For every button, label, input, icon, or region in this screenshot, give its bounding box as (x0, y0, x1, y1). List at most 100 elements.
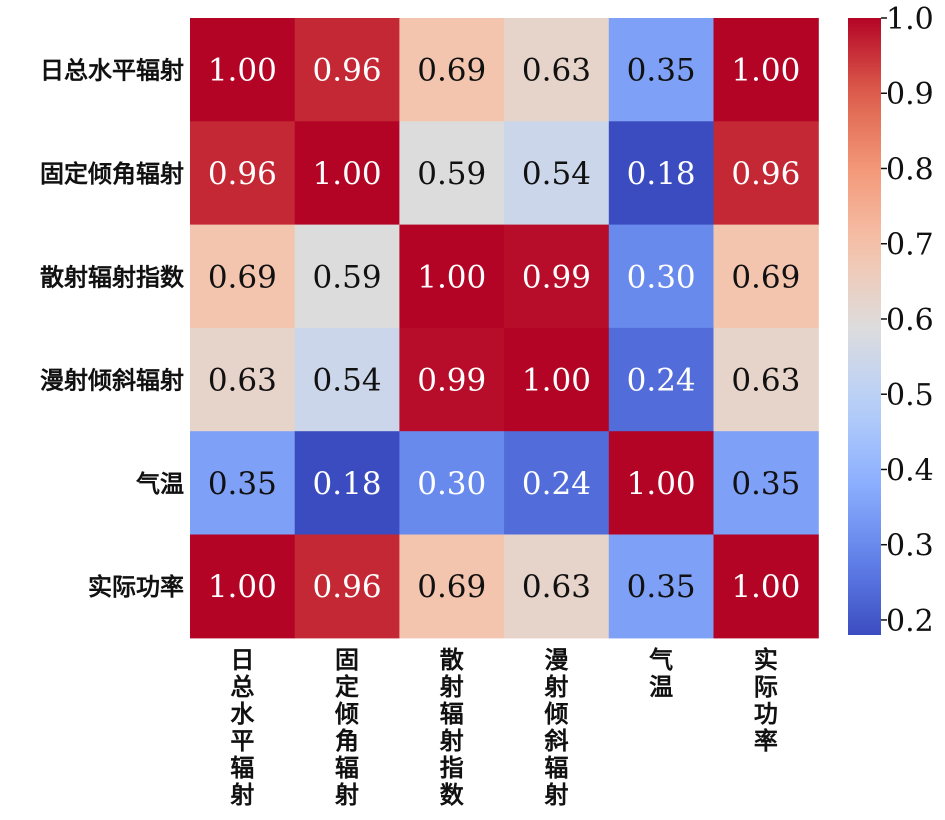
heatmap-cell-value: 0.63 (522, 53, 591, 89)
heatmap-cell-value: 0.35 (627, 569, 696, 605)
heatmap-cell-value: 0.24 (627, 363, 696, 399)
heatmap-cell (399, 121, 505, 226)
heatmap-cell-value: 0.63 (731, 363, 800, 399)
heatmap-cell-value: 0.24 (522, 466, 591, 502)
heatmap-cell (713, 121, 819, 226)
heatmap-cell-value: 0.18 (627, 156, 696, 192)
colorbar: 0.2 0.3 0.4 0.5 0.6 0.7 0.8 0.9 1.0 (848, 2, 934, 639)
row-tick-label: 固定倾角辐射 (40, 160, 184, 188)
heatmap-cell (608, 431, 715, 536)
heatmap-cell (294, 327, 400, 432)
heatmap-cell (294, 121, 400, 226)
heatmap-cell-value: 0.69 (208, 259, 277, 295)
colorbar-tick-label: 0.5 (886, 378, 934, 413)
column-tick-label: 散射辐射指数 (439, 646, 465, 809)
heatmap-cell-value: 0.69 (417, 53, 486, 89)
heatmap-cell-value: 0.54 (522, 156, 591, 192)
heatmap-cell-value: 0.69 (731, 259, 800, 295)
heatmap-cell (399, 224, 505, 329)
column-tick-label: 气温 (648, 646, 673, 701)
heatmap-cell-value: 1.00 (313, 156, 382, 192)
heatmap-cell-value: 0.96 (731, 156, 800, 192)
row-tick-label: 气温 (135, 470, 184, 498)
column-tick-label: 漫射倾斜辐射 (543, 646, 568, 809)
colorbar-ticks: 0.2 0.3 0.4 0.5 0.6 0.7 0.8 0.9 1.0 (881, 2, 934, 639)
colorbar-tick-label: 0.6 (886, 303, 934, 338)
heatmap-cell-value: 0.35 (208, 466, 277, 502)
heatmap-cell-value: 1.00 (417, 259, 486, 295)
heatmap-cell (504, 431, 610, 536)
heatmap-cell-value: 0.30 (627, 259, 696, 295)
heatmap-cell-value: 1.00 (522, 363, 591, 399)
row-tick-label: 散射辐射指数 (40, 263, 185, 291)
heatmap-cell (713, 327, 819, 432)
heatmap-cell (504, 534, 610, 639)
heatmap-cell-value: 0.96 (313, 53, 382, 89)
heatmap-cell (504, 224, 610, 329)
heatmap-cell (399, 431, 505, 536)
heatmap-cell (190, 327, 296, 432)
heatmap-cell-value: 0.96 (313, 569, 382, 605)
heatmap-cell (713, 224, 819, 329)
heatmap-cell (294, 534, 400, 639)
heatmap-cell-value: 0.35 (627, 53, 696, 89)
heatmap-cell-value: 0.96 (208, 156, 277, 192)
heatmap-cell (399, 18, 505, 122)
heatmap-cell (608, 327, 715, 432)
heatmap-cell (504, 121, 610, 226)
heatmap-cell (608, 224, 715, 329)
heatmap-cell-value: 0.99 (417, 363, 486, 399)
heatmap-cell (713, 431, 819, 536)
heatmap-cell (608, 18, 715, 122)
heatmap-cells (190, 18, 819, 639)
column-tick-label: 实际功率 (754, 646, 778, 755)
heatmap-cell-value: 0.59 (417, 156, 486, 192)
heatmap-cell-value: 0.35 (731, 466, 800, 502)
column-tick-label: 日总水平辐射 (229, 646, 255, 809)
row-tick-label: 日总水平辐射 (40, 57, 184, 85)
column-tick-label: 固定倾角辐射 (334, 646, 359, 809)
colorbar-tick-label: 0.8 (886, 152, 934, 187)
heatmap-cell (504, 327, 610, 432)
heatmap-cell-value: 0.18 (313, 466, 382, 502)
colorbar-tick-label: 0.4 (886, 453, 934, 488)
heatmap-cell (190, 18, 296, 122)
heatmap-cell (504, 18, 610, 122)
heatmap-cell-value: 0.99 (522, 259, 591, 295)
row-tick-label: 实际功率 (88, 573, 184, 601)
colorbar-tick-label: 0.3 (886, 529, 934, 564)
heatmap-cell (190, 224, 296, 329)
heatmap-cell-value: 0.54 (313, 363, 382, 399)
heatmap-cell (713, 534, 819, 639)
heatmap-cell-value: 1.00 (731, 53, 800, 89)
colorbar-tick-label: 0.9 (886, 77, 934, 112)
heatmap-cell-labels: 1.00 0.96 0.69 0.63 0.35 1.00 0.96 1.00 0.59 0.54… (208, 53, 801, 606)
heatmap-cell-value: 0.30 (417, 466, 486, 502)
heatmap-cell-value: 0.63 (522, 569, 591, 605)
heatmap-cell (608, 534, 715, 639)
row-tick-label: 漫射倾斜辐射 (40, 367, 184, 395)
colorbar-tick-label: 0.7 (886, 228, 934, 263)
heatmap-cell (294, 224, 400, 329)
heatmap-cell-value: 1.00 (208, 569, 277, 605)
heatmap-cell (294, 18, 400, 122)
heatmap-cell-value: 1.00 (208, 53, 277, 89)
heatmap-cell (190, 431, 296, 536)
heatmap-cell-value: 0.59 (313, 259, 382, 295)
heatmap-cell-value: 1.00 (627, 466, 696, 502)
heatmap-column-labels: 日总水平辐射 固定倾角辐射 散射辐射指数 漫射倾斜辐射 气温 实际功率 (229, 646, 778, 809)
heatmap-cell (294, 431, 400, 536)
heatmap-cell (713, 18, 819, 122)
colorbar-tick-label: 1.0 (886, 2, 934, 37)
heatmap-cell (399, 327, 505, 432)
heatmap-cell-value: 1.00 (731, 569, 800, 605)
heatmap-cell (608, 121, 715, 226)
heatmap-cell (190, 534, 296, 639)
heatmap-cell-value: 0.69 (417, 569, 486, 605)
heatmap-cell (190, 121, 296, 226)
colorbar-gradient (848, 18, 881, 635)
heatmap-cell (399, 534, 505, 639)
colorbar-tick-label: 0.2 (886, 604, 934, 639)
